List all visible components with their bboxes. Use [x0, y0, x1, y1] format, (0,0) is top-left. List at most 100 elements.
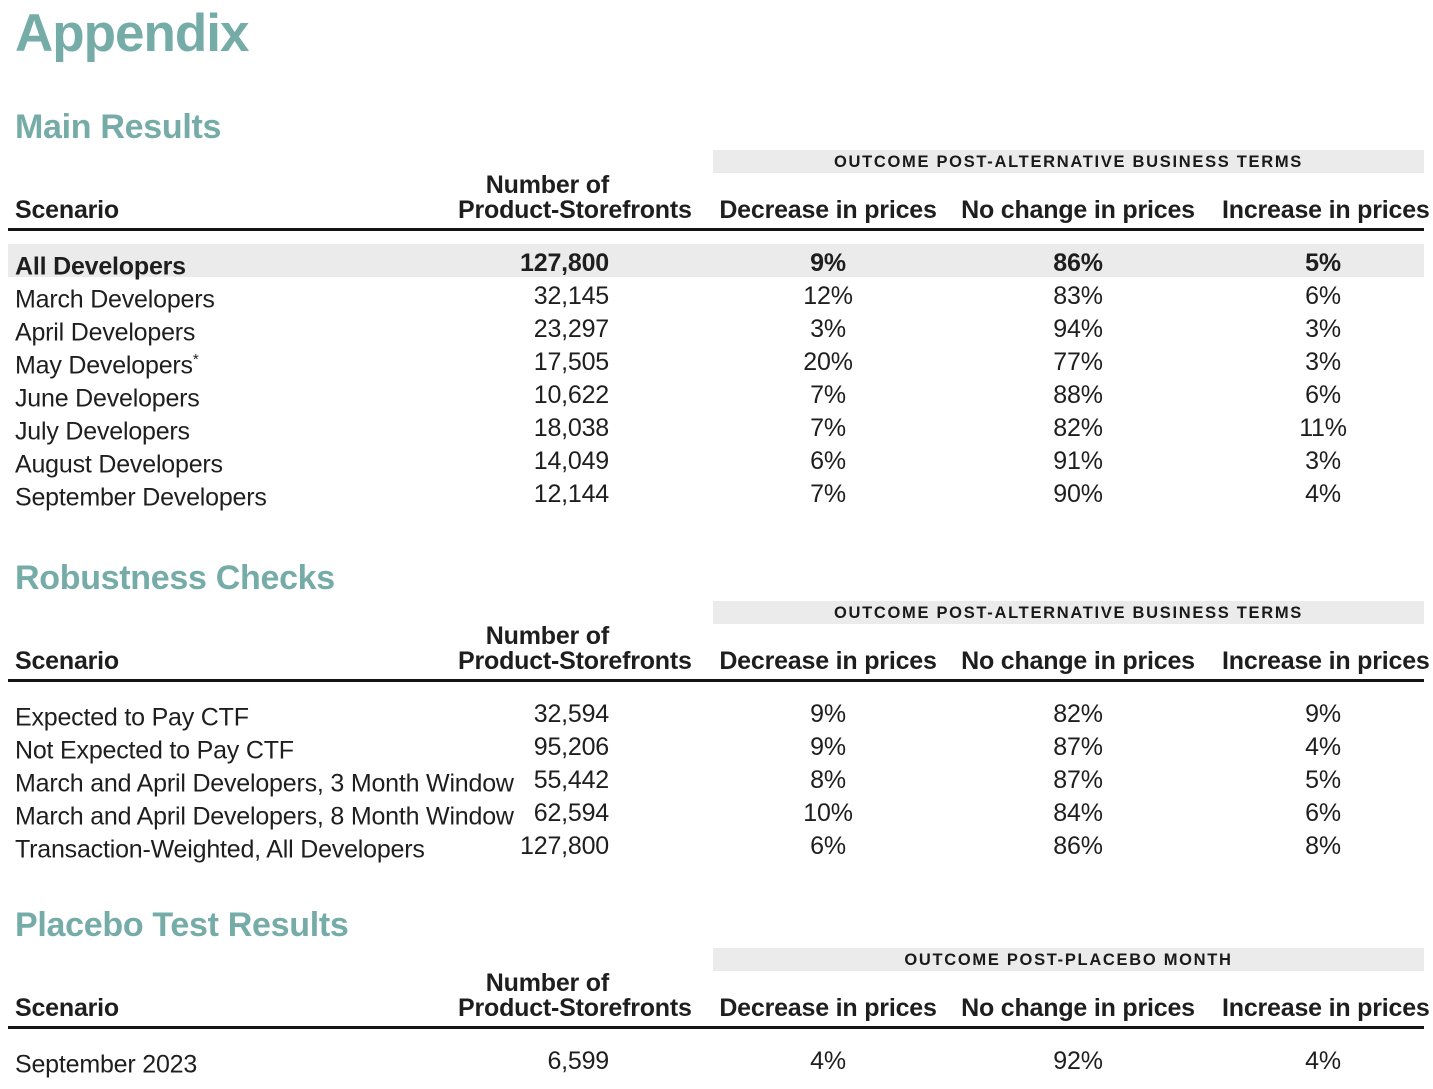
- increase-cell: 4%: [1305, 733, 1341, 762]
- decrease-cell: 10%: [803, 799, 853, 828]
- table-header-row: Scenario Number of Product-Storefronts De…: [8, 971, 1430, 1029]
- scenario-label: March and April Developers, 8 Month Wind…: [15, 802, 514, 831]
- scenario-cell: Expected to Pay CTF: [8, 695, 458, 734]
- table-row: June Developers 10,622 7% 88% 6%: [8, 376, 1424, 412]
- storefronts-cell: 10,622: [533, 381, 609, 410]
- storefronts-header-line2: Product-Storefronts: [458, 994, 692, 1022]
- scenario-cell: April Developers: [8, 310, 458, 349]
- column-header-scenario: Scenario: [15, 994, 120, 1022]
- scenario-cell: August Developers: [8, 442, 458, 481]
- scenario-label: September Developers: [15, 483, 267, 512]
- outcome-band-label: OUTCOME POST-ALTERNATIVE BUSINESS TERMS: [713, 150, 1424, 173]
- scenario-label: March Developers: [15, 285, 215, 314]
- increase-cell: 3%: [1305, 447, 1341, 476]
- scenario-cell: June Developers: [8, 376, 458, 415]
- storefronts-cell: 55,442: [533, 766, 609, 795]
- scenario-label: March and April Developers, 3 Month Wind…: [15, 769, 514, 798]
- no-change-cell: 86%: [1053, 249, 1103, 278]
- scenario-cell: All Developers: [8, 244, 458, 283]
- no-change-cell: 90%: [1053, 480, 1103, 509]
- storefronts-header-line2: Product-Storefronts: [458, 647, 692, 675]
- decrease-cell: 9%: [810, 700, 846, 729]
- scenario-cell: March and April Developers, 3 Month Wind…: [8, 761, 514, 800]
- increase-cell: 8%: [1305, 832, 1341, 861]
- outcome-band-row: OUTCOME POST-ALTERNATIVE BUSINESS TERMS: [8, 601, 1424, 624]
- results-table: OUTCOME POST-ALTERNATIVE BUSINESS TERMS …: [8, 601, 1430, 863]
- scenario-cell: March and April Developers, 8 Month Wind…: [8, 794, 514, 833]
- table-row: September Developers 12,144 7% 90% 4%: [8, 475, 1424, 511]
- table-body: September 2023 6,599 4% 92% 4%: [8, 1029, 1424, 1078]
- no-change-cell: 87%: [1053, 766, 1103, 795]
- increase-cell: 9%: [1305, 700, 1341, 729]
- increase-cell: 4%: [1305, 1047, 1341, 1076]
- column-header-storefronts: Number of Product-Storefronts: [458, 624, 698, 674]
- storefronts-cell: 32,594: [533, 700, 609, 729]
- table-body: All Developers 127,800 9% 86% 5% March D…: [8, 231, 1424, 511]
- decrease-cell: 9%: [810, 733, 846, 762]
- no-change-cell: 84%: [1053, 799, 1103, 828]
- increase-cell: 11%: [1299, 414, 1347, 443]
- scenario-cell: Transaction-Weighted, All Developers: [8, 827, 458, 866]
- column-header-increase: Increase in prices: [1222, 196, 1430, 224]
- column-header-decrease: Decrease in prices: [719, 647, 937, 675]
- section-heading: Main Results: [15, 108, 222, 146]
- section-placebo-test-results: Placebo Test Results OUTCOME POST-PLACEB…: [0, 907, 1433, 1078]
- section-robustness-checks: Robustness Checks OUTCOME POST-ALTERNATI…: [0, 559, 1433, 863]
- increase-cell: 3%: [1305, 315, 1341, 344]
- column-header-scenario: Scenario: [15, 647, 120, 675]
- table-row: March and April Developers, 3 Month Wind…: [8, 761, 1424, 797]
- decrease-cell: 8%: [810, 766, 846, 795]
- scenario-cell: September Developers: [8, 475, 458, 514]
- outcome-band-label: OUTCOME POST-PLACEBO MONTH: [713, 948, 1424, 971]
- storefronts-cell: 6,599: [547, 1047, 609, 1076]
- scenario-cell: July Developers: [8, 409, 458, 448]
- scenario-label: Not Expected to Pay CTF: [15, 736, 294, 765]
- no-change-cell: 86%: [1053, 832, 1103, 861]
- no-change-cell: 87%: [1053, 733, 1103, 762]
- scenario-label: April Developers: [15, 318, 196, 347]
- storefronts-header-line1: Number of: [485, 171, 609, 199]
- column-header-scenario: Scenario: [15, 196, 120, 224]
- storefronts-cell: 12,144: [533, 480, 609, 509]
- decrease-cell: 9%: [810, 249, 846, 278]
- no-change-cell: 91%: [1053, 447, 1103, 476]
- increase-cell: 4%: [1305, 480, 1341, 509]
- scenario-label: September 2023: [15, 1050, 198, 1079]
- scenario-label: July Developers: [15, 417, 190, 446]
- decrease-cell: 20%: [803, 348, 853, 377]
- increase-cell: 6%: [1305, 799, 1341, 828]
- column-header-storefronts: Number of Product-Storefronts: [458, 173, 698, 223]
- scenario-label: June Developers: [15, 384, 200, 413]
- page-title: Appendix: [15, 4, 249, 63]
- storefronts-cell: 62,594: [533, 799, 609, 828]
- scenario-label: Expected to Pay CTF: [15, 703, 249, 732]
- scenario-label: All Developers: [15, 252, 186, 281]
- table-row: Transaction-Weighted, All Developers 127…: [8, 827, 1424, 863]
- column-header-decrease: Decrease in prices: [719, 994, 937, 1022]
- storefronts-cell: 127,800: [520, 249, 609, 278]
- section-heading: Robustness Checks: [15, 559, 335, 597]
- table-row: Expected to Pay CTF 32,594 9% 82% 9%: [8, 695, 1424, 731]
- scenario-cell: May Developers*: [8, 343, 458, 382]
- no-change-cell: 94%: [1053, 315, 1103, 344]
- decrease-cell: 7%: [810, 381, 846, 410]
- storefronts-cell: 32,145: [533, 282, 609, 311]
- table-row: August Developers 14,049 6% 91% 3%: [8, 442, 1424, 478]
- scenario-cell: September 2023: [8, 1042, 458, 1081]
- column-header-decrease: Decrease in prices: [719, 196, 937, 224]
- column-header-storefronts: Number of Product-Storefronts: [458, 971, 698, 1021]
- no-change-cell: 82%: [1053, 414, 1103, 443]
- increase-cell: 5%: [1305, 766, 1341, 795]
- increase-cell: 6%: [1305, 282, 1341, 311]
- outcome-band-label: OUTCOME POST-ALTERNATIVE BUSINESS TERMS: [713, 601, 1424, 624]
- scenario-label: Transaction-Weighted, All Developers: [15, 835, 425, 864]
- no-change-cell: 92%: [1053, 1047, 1103, 1076]
- results-table: OUTCOME POST-ALTERNATIVE BUSINESS TERMS …: [8, 150, 1430, 511]
- outcome-band-row: OUTCOME POST-PLACEBO MONTH: [8, 948, 1424, 971]
- decrease-cell: 3%: [810, 315, 846, 344]
- no-change-cell: 77%: [1053, 348, 1103, 377]
- storefronts-cell: 14,049: [533, 447, 609, 476]
- column-header-no-change: No change in prices: [961, 196, 1195, 224]
- table-row: March and April Developers, 8 Month Wind…: [8, 794, 1424, 830]
- scenario-cell: Not Expected to Pay CTF: [8, 728, 458, 767]
